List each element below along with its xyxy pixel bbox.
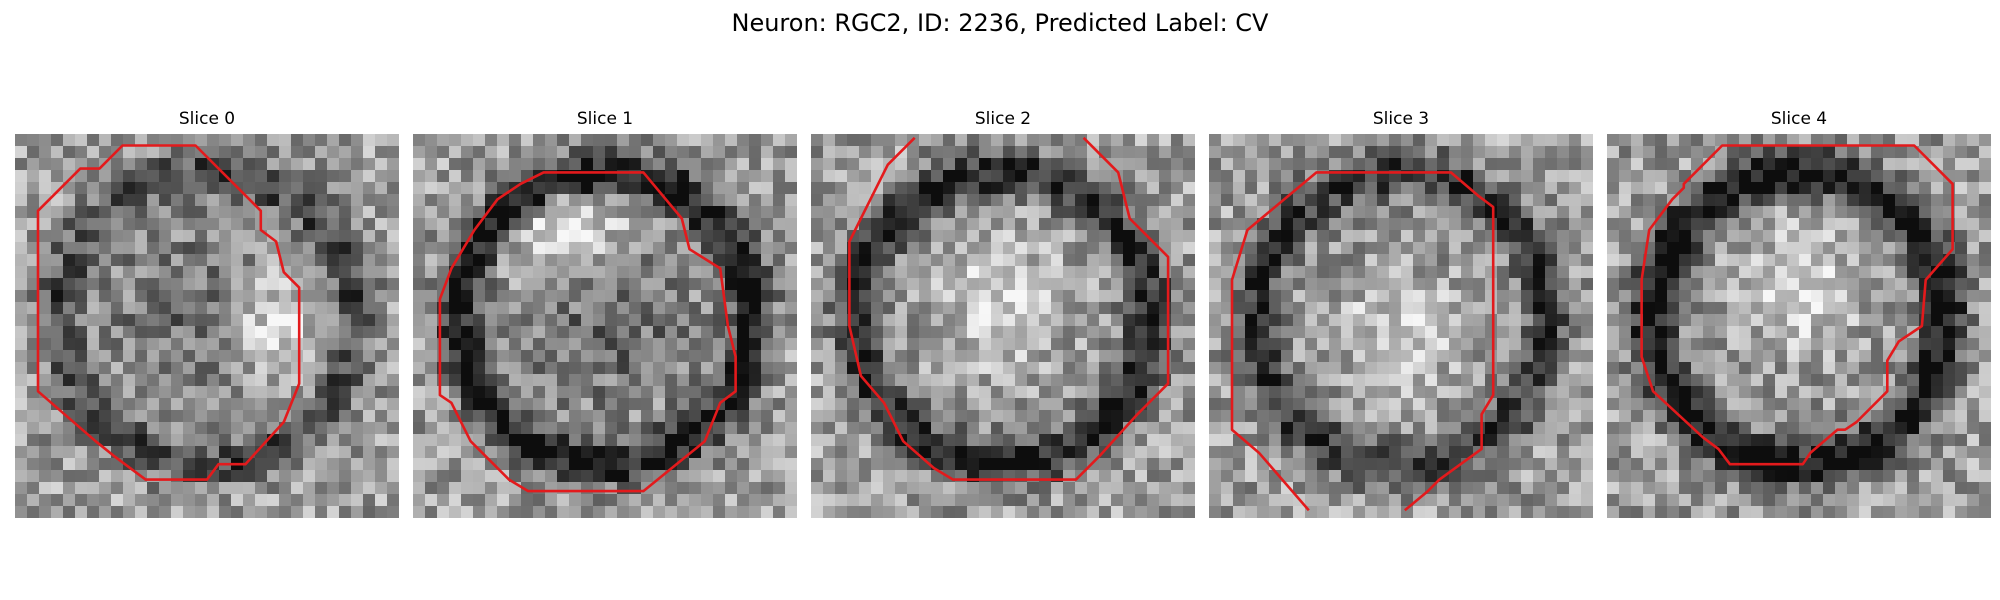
- slice-image: [413, 134, 797, 518]
- figure-title: Neuron: RGC2, ID: 2236, Predicted Label:…: [731, 9, 1269, 37]
- slice-pixels: [1607, 134, 1991, 518]
- slice-title: Slice 3: [1372, 109, 1430, 129]
- slice-image: [15, 134, 399, 518]
- slice-image: [811, 134, 1195, 518]
- slice-panel-0: Slice 0: [15, 108, 399, 518]
- slice-panel-2: Slice 2: [811, 108, 1195, 518]
- cell-contour: [438, 171, 737, 493]
- slice-panel-1: Slice 1: [413, 108, 797, 518]
- slice-pixels: [15, 134, 399, 518]
- slice-image: [1209, 134, 1593, 518]
- slice-pixels: [413, 134, 797, 518]
- cell-contour: [1230, 171, 1495, 512]
- slice-panel-3: Slice 3: [1209, 108, 1593, 518]
- slice-title: Slice 2: [974, 109, 1032, 129]
- cell-contour: [36, 144, 301, 481]
- slice-title: Slice 1: [576, 109, 634, 129]
- slice-image: [1607, 134, 1991, 518]
- cell-contour: [848, 136, 1170, 481]
- slice-title: Slice 0: [178, 109, 236, 129]
- slice-pixels: [811, 134, 1195, 518]
- slice-pixels: [1209, 134, 1593, 518]
- slice-panel-4: Slice 4: [1607, 108, 1991, 518]
- cell-contour: [1640, 144, 1954, 466]
- slice-title: Slice 4: [1770, 109, 1828, 129]
